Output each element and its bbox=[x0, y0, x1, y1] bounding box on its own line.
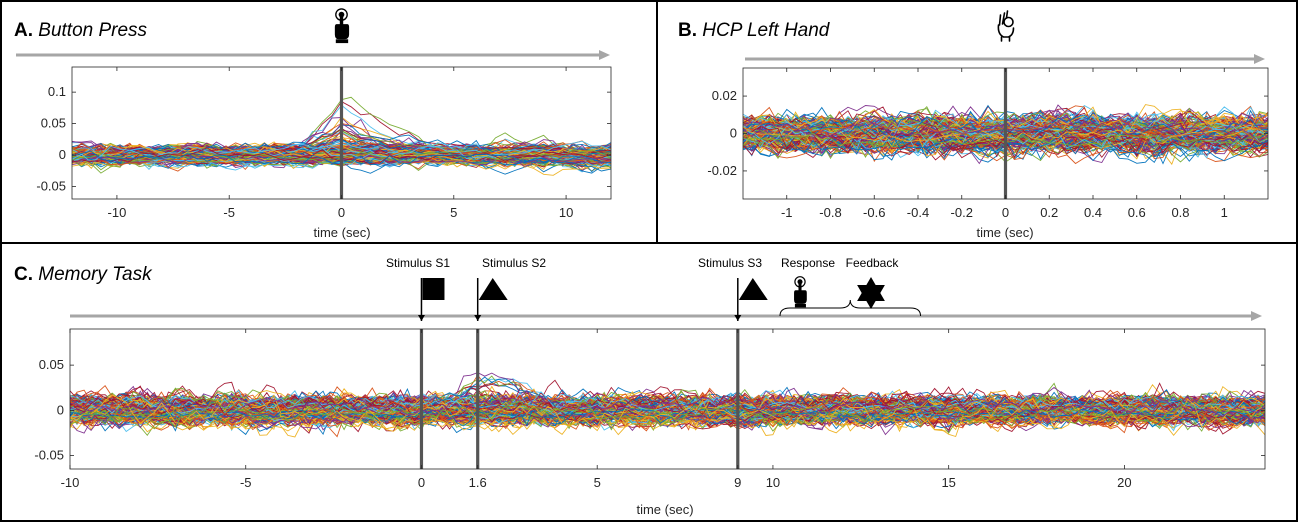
series-line bbox=[70, 407, 1265, 420]
x-tick-label: 20 bbox=[1117, 475, 1131, 490]
stimulus-label: Stimulus S2 bbox=[482, 256, 546, 270]
panel-b-plot: -1 -0.8 -0.6 -0.4 -0.2 0 0.2 0.4 0.6 0.8 1 -0.02 0 0.… bbox=[707, 67, 1269, 220]
x-tick-label: -10 bbox=[108, 205, 127, 220]
panel-a-xlabel: time (sec) bbox=[313, 225, 370, 240]
x-tick-label: 10 bbox=[559, 205, 573, 220]
x-tick-label: 1.6 bbox=[469, 475, 487, 490]
panel-a: A. Button Press -10 -5 0 5 10 -0.05 0 0.05 0.1 t… bbox=[14, 8, 612, 240]
panel-b-timeline-arrow bbox=[745, 54, 1265, 64]
panel-c-plot: -10 -5 0 1.6 5 9 10 15 20 -0.05 0 0.05 bbox=[34, 328, 1266, 490]
y-tick-label: 0 bbox=[57, 402, 64, 417]
series-line bbox=[70, 392, 1265, 425]
x-tick-label: 5 bbox=[450, 205, 457, 220]
x-tick-label: -1 bbox=[781, 205, 793, 220]
y-tick-label: -0.02 bbox=[707, 163, 737, 178]
y-tick-label: 0.05 bbox=[39, 357, 64, 372]
x-tick-label: 0 bbox=[338, 205, 345, 220]
series-line bbox=[70, 403, 1265, 419]
x-tick-label: -0.6 bbox=[863, 205, 885, 220]
series-line bbox=[70, 400, 1265, 425]
panel-c: C. Memory Task Stimulus S1 Stimulus S2 Sti… bbox=[14, 256, 1266, 517]
x-tick-label: 10 bbox=[766, 475, 780, 490]
x-tick-label: 15 bbox=[941, 475, 955, 490]
series-line bbox=[70, 398, 1265, 425]
x-tick-label: 1 bbox=[1221, 205, 1228, 220]
panel-c-timeline-arrow bbox=[70, 311, 1262, 321]
panel-b-xlabel: time (sec) bbox=[976, 225, 1033, 240]
feedback-label: Feedback bbox=[846, 256, 900, 270]
panel-a-title: A. Button Press bbox=[14, 20, 148, 41]
panel-a-timeline-arrow bbox=[16, 50, 610, 60]
x-tick-label: 9 bbox=[734, 475, 741, 490]
x-tick-label: 5 bbox=[594, 475, 601, 490]
axes-box bbox=[69, 328, 1266, 470]
x-tick-label: -0.4 bbox=[907, 205, 929, 220]
response-label: Response bbox=[781, 256, 835, 270]
x-tick-label: 0.8 bbox=[1171, 205, 1189, 220]
panel-c-title: C. Memory Task bbox=[14, 264, 153, 285]
x-tick-label: 0.4 bbox=[1084, 205, 1102, 220]
stimulus-label: Stimulus S3 bbox=[698, 256, 762, 270]
star-of-david-icon bbox=[857, 277, 885, 309]
hand-gesture-icon bbox=[997, 10, 1015, 42]
panel-a-plot: -10 -5 0 5 10 -0.05 0 0.05 0.1 bbox=[36, 66, 612, 220]
x-tick-label: -5 bbox=[223, 205, 235, 220]
panel-c-xlabel: time (sec) bbox=[636, 502, 693, 517]
y-tick-label: 0 bbox=[730, 126, 737, 141]
series-line bbox=[70, 394, 1265, 438]
y-tick-label: 0 bbox=[59, 147, 66, 162]
series-line bbox=[70, 395, 1265, 417]
x-tick-label: 0 bbox=[1002, 205, 1009, 220]
x-tick-label: -0.2 bbox=[951, 205, 973, 220]
x-tick-label: 0 bbox=[418, 475, 425, 490]
series-line bbox=[70, 394, 1265, 422]
x-tick-label: -5 bbox=[240, 475, 252, 490]
y-tick-label: -0.05 bbox=[34, 447, 64, 462]
panel-c-event-markers: Stimulus S1 Stimulus S2 Stimulus S3 Respons… bbox=[386, 256, 922, 321]
response-feedback-brace bbox=[779, 299, 922, 317]
series-line bbox=[70, 397, 1265, 417]
y-tick-label: -0.05 bbox=[36, 178, 66, 193]
pointing-hand-icon bbox=[334, 8, 350, 44]
y-tick-label: 0.1 bbox=[48, 84, 66, 99]
stimulus-label: Stimulus S1 bbox=[386, 256, 450, 270]
y-tick-label: 0.05 bbox=[41, 116, 66, 131]
panel-b: B. HCP Left Hand -1 -0.8 -0.6 -0.4 -0.2 0 0.2 0… bbox=[678, 10, 1269, 240]
x-tick-label: -0.8 bbox=[819, 205, 841, 220]
x-tick-label: 0.6 bbox=[1128, 205, 1146, 220]
panel-b-title: B. HCP Left Hand bbox=[678, 20, 831, 41]
x-tick-label: 0.2 bbox=[1040, 205, 1058, 220]
series-group bbox=[70, 372, 1265, 438]
x-tick-label: -10 bbox=[61, 475, 80, 490]
pointing-hand-icon bbox=[794, 276, 807, 308]
y-tick-label: 0.02 bbox=[712, 88, 737, 103]
